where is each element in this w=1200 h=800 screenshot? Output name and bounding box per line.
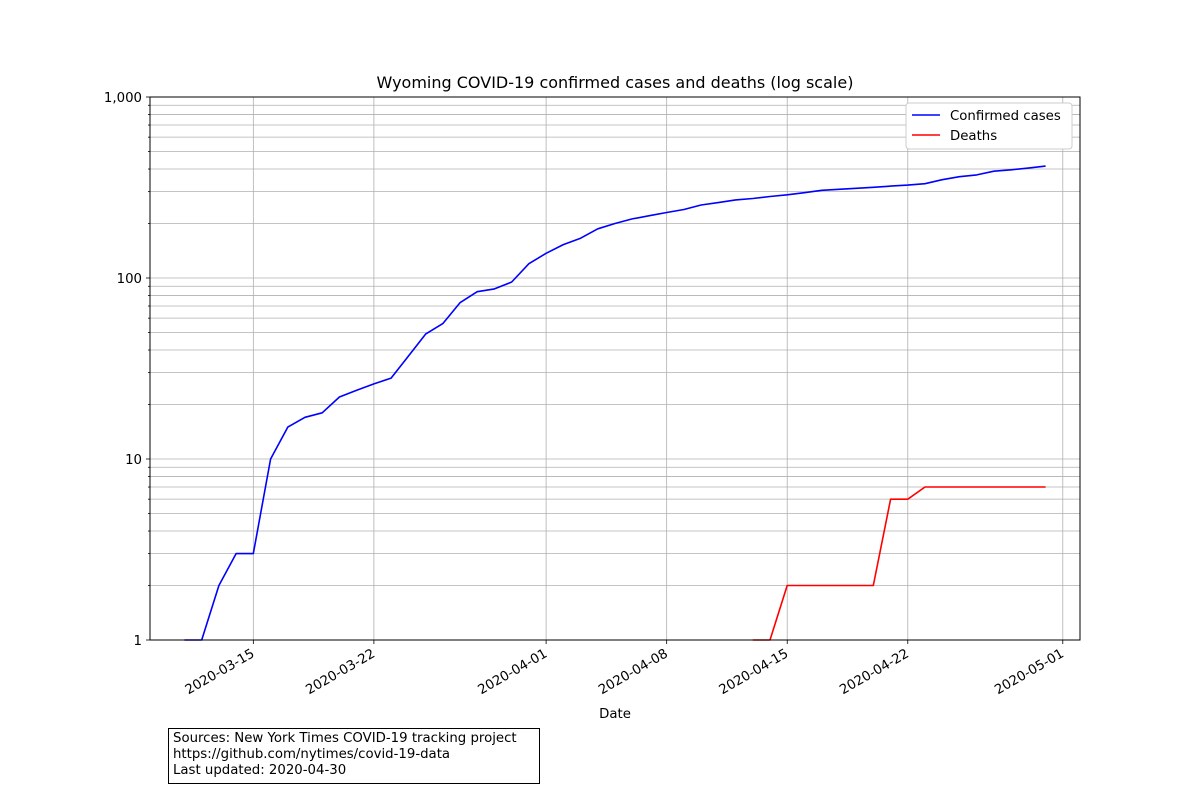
x-tick-label: 2020-03-15 [183,646,257,698]
series-line-deaths [752,486,1046,641]
series-line-confirmed-cases [184,165,1046,641]
legend: Confirmed cases Deaths [905,102,1073,150]
y-tick-label: 100 [117,272,142,287]
x-tick-label: 2020-03-22 [303,646,377,698]
y-tick-label: 1 [134,634,142,649]
chart-canvas: 1 10 100 1,000 2020-03-15 2020-03-22 2020-04-0… [104,73,1081,720]
x-tick-label: 2020-05-01 [992,646,1066,698]
last-updated-line: Last updated: 2020-04-30 [173,763,347,778]
x-tick-label: 2020-04-15 [717,646,791,698]
source-url-line: https://github.com/nytimes/covid-19-data [173,747,451,762]
x-axis-label: Date [599,707,631,720]
y-tick-label: 10 [125,453,142,468]
source-note-box: Sources: New York Times COVID-19 trackin… [168,728,540,784]
legend-label: Deaths [950,129,997,144]
legend-box [905,102,1073,150]
x-tick-label: 2020-04-22 [837,646,911,698]
legend-label: Confirmed cases [950,109,1061,124]
x-tick-label: 2020-04-01 [476,646,550,698]
y-tick-label: 1,000 [104,91,142,106]
chart-title: Wyoming COVID-19 confirmed cases and dea… [377,73,854,92]
axis-ticks: 1 10 100 1,000 2020-03-15 2020-03-22 2020-04-0… [104,91,1067,698]
x-tick-label: 2020-04-08 [596,646,670,698]
series-lines [184,165,1046,641]
source-note-line: Sources: New York Times COVID-19 trackin… [173,731,517,746]
plot-frame [149,96,1081,641]
gridlines [150,96,1080,641]
